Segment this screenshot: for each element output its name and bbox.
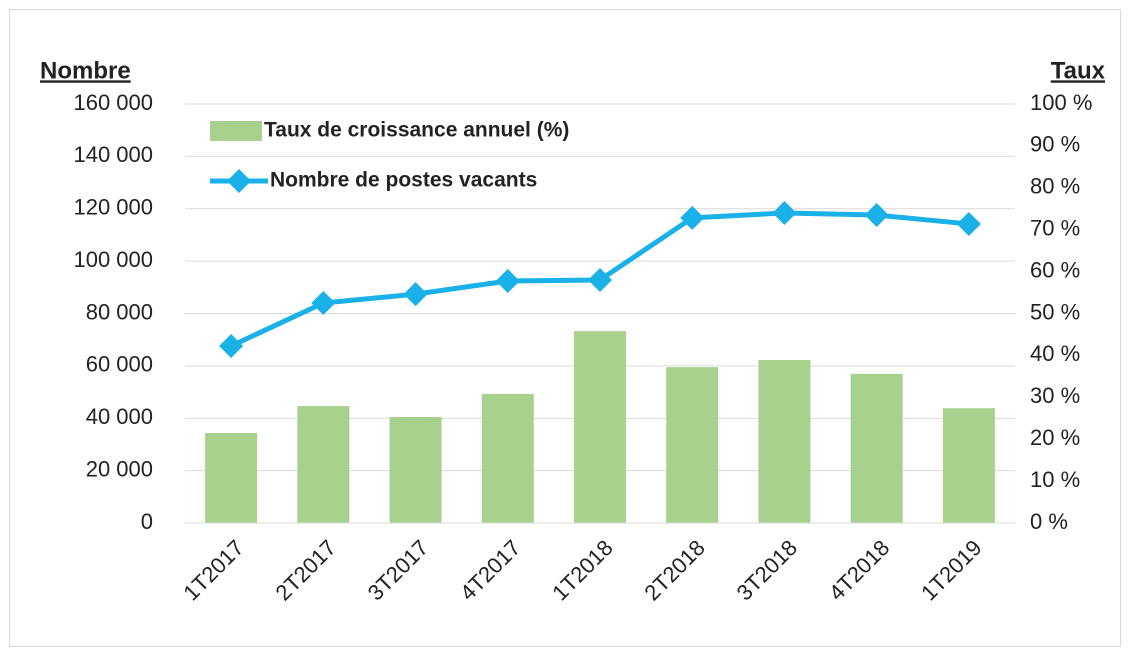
legend-label: Nombre de postes vacants [270,169,537,192]
bar [850,373,903,523]
y2-tick-label: 30 % [1030,383,1080,408]
y2-tick-label: 40 % [1030,341,1080,366]
line-marker [588,267,612,292]
bar [666,367,719,523]
y-axis-title: Nombre [40,57,131,84]
y2-tick-label: 20 % [1030,425,1080,450]
bar [574,331,626,523]
line-marker [956,211,981,236]
legend-label: Taux de croissance annuel (%) [264,119,569,142]
y2-tick-label: 100 % [1030,90,1092,115]
y-tick-label: 40 000 [86,404,153,429]
bar [758,360,811,523]
y-tick-label: 120 000 [73,195,153,220]
bar [481,393,534,523]
y-tick-label: 60 000 [86,352,153,377]
y-tick-label: 140 000 [73,142,153,167]
line-marker [311,291,336,316]
y2-tick-label: 0 % [1030,509,1068,534]
line-marker [403,282,428,307]
y-tick-label: 80 000 [86,299,153,324]
y-tick-label: 20 000 [86,456,153,481]
y2-tick-label: 90 % [1030,132,1080,157]
y2-tick-label: 10 % [1030,467,1080,492]
legend-swatch [227,169,251,193]
bar [942,408,995,523]
y2-tick-label: 80 % [1030,174,1080,199]
chart-frame [9,9,1121,647]
line-marker [495,269,520,294]
y2-axis-title: Taux [1051,57,1106,84]
line-marker [680,205,705,230]
line-marker [772,200,797,225]
line-marker [219,333,244,358]
y2-tick-label: 60 % [1030,257,1080,282]
y-tick-label: 0 [141,509,153,534]
y2-tick-label: 70 % [1030,216,1080,241]
bar [389,416,442,523]
y-tick-label: 100 000 [73,247,153,272]
y-tick-label: 160 000 [73,90,153,115]
legend-swatch [210,121,262,141]
bar [205,432,258,523]
line-marker [864,203,889,228]
y2-tick-label: 50 % [1030,299,1080,324]
bar [297,406,350,523]
